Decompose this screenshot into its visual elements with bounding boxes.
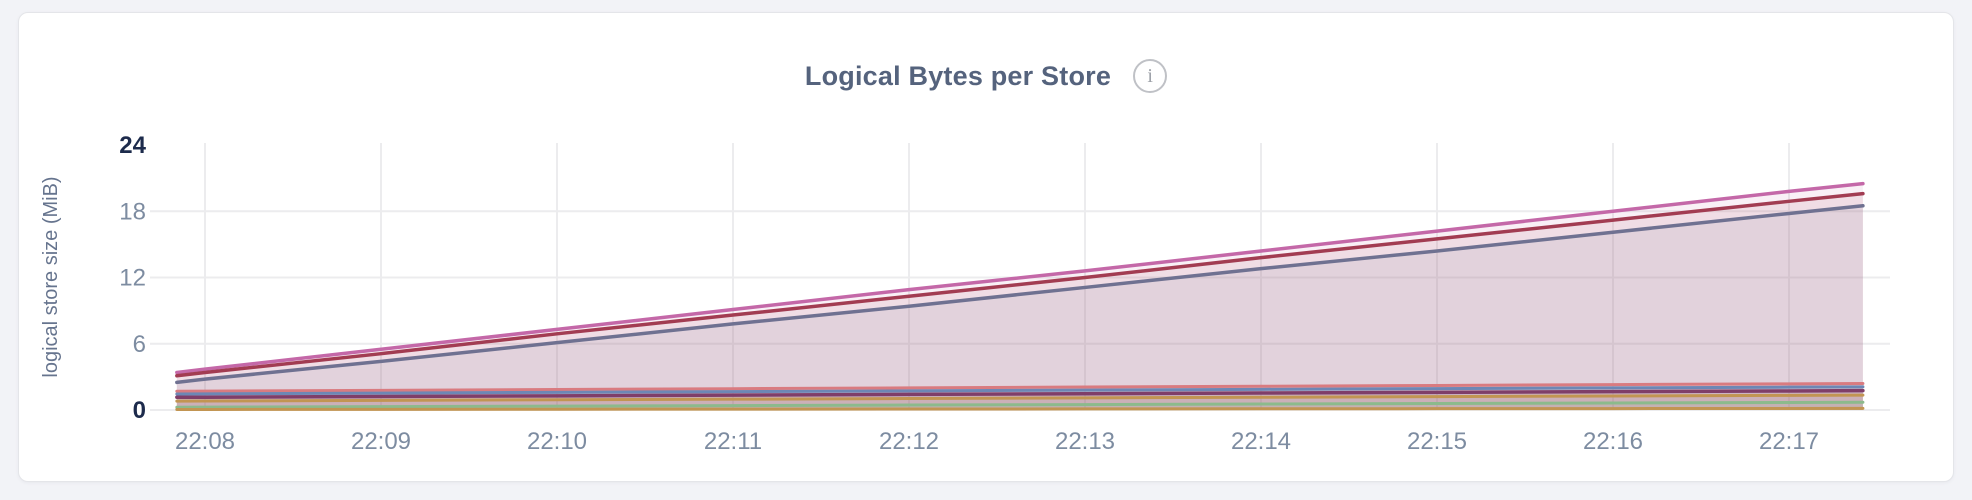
series-gold-2-line [175, 406, 1865, 411]
series-crimson-line [175, 191, 1865, 378]
series-gold-line [175, 393, 1865, 403]
series-slate-line [175, 203, 1865, 385]
x-tick-label: 22:17 [1759, 428, 1819, 455]
x-tick-label: 22:09 [351, 428, 411, 455]
x-tick-label: 22:16 [1583, 428, 1643, 455]
series-green-line [175, 400, 1865, 409]
y-tick-label: 24 [119, 132, 146, 159]
x-tick-label: 22:08 [175, 428, 235, 455]
y-axis-label: logical store size (MiB) [40, 176, 62, 377]
series-pink-area [176, 183, 1863, 410]
y-tick-label: 0 [133, 397, 146, 424]
series-crimson-area [176, 193, 1863, 410]
y-tick-label: 18 [119, 198, 146, 225]
x-tick-label: 22:12 [879, 428, 939, 455]
x-tick-label: 22:13 [1055, 428, 1115, 455]
x-tick-label: 22:14 [1231, 428, 1291, 455]
series-pink-line [175, 181, 1865, 375]
series-salmon-line [175, 382, 1865, 393]
x-tick-label: 22:10 [527, 428, 587, 455]
x-tick-label: 22:11 [704, 428, 762, 455]
series-slate-area [176, 205, 1863, 410]
series-plum-line [175, 388, 1865, 400]
y-tick-label: 6 [133, 331, 146, 358]
x-tick-label: 22:15 [1407, 428, 1467, 455]
series-blue-line [175, 385, 1865, 396]
info-icon[interactable]: i [1133, 59, 1168, 93]
y-tick-label: 12 [119, 265, 146, 292]
